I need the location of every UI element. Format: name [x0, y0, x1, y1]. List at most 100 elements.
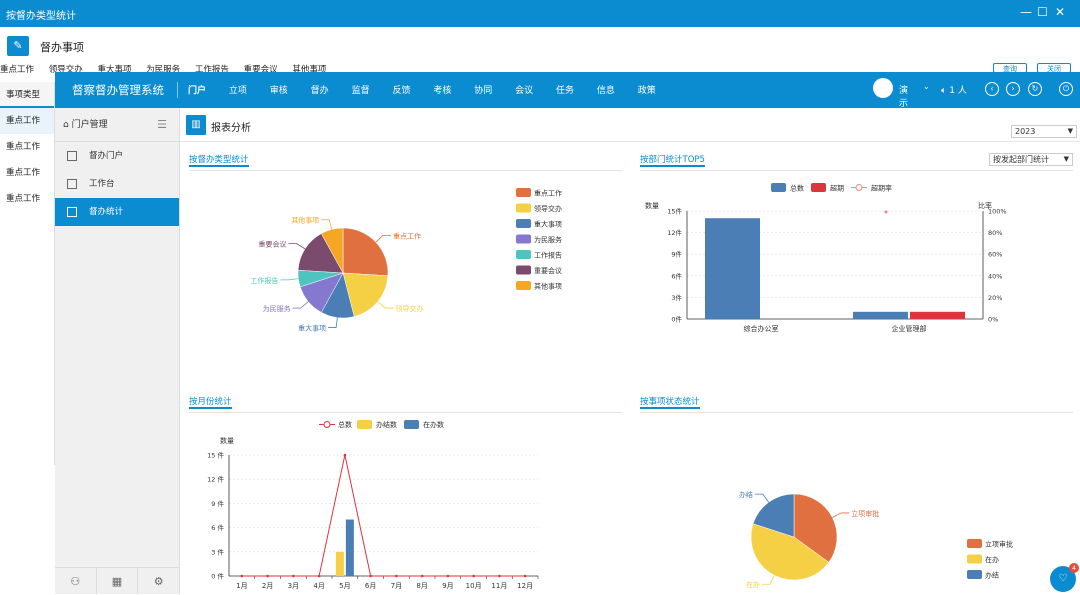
sidebar-item-portal[interactable]: 督办门户 [55, 142, 179, 170]
section-title-status: 按事项状态统计 [640, 397, 700, 409]
refresh-icon[interactable]: ↻ [1028, 82, 1042, 96]
section-title-type: 按督办类型统计 [189, 155, 249, 167]
tab-0[interactable]: 重点工作 [0, 65, 35, 73]
pie-label: 其他事项 [291, 216, 319, 225]
list-item[interactable]: 重点工作 [6, 142, 41, 152]
dropdown-arrow-icon: ▼ [1067, 127, 1073, 135]
x-tick-label: 11月 [491, 582, 507, 590]
x-tick-label: 综合办公室 [744, 324, 779, 333]
nav-item[interactable]: 督办 [310, 86, 329, 96]
pie-leader-line [328, 317, 338, 328]
y-tick-label: 3 件 [211, 547, 224, 556]
user-icon[interactable]: ⚇ [55, 568, 97, 594]
x-tick-label: 6月 [365, 582, 376, 590]
nav-item[interactable]: 考核 [433, 86, 452, 96]
tab-2[interactable]: 重大事项 [97, 65, 132, 73]
line-point [317, 574, 321, 578]
legend-marker [323, 421, 331, 428]
bar-chart-icon: ▥ [186, 115, 206, 135]
tab-1[interactable]: 领导交办 [48, 65, 83, 73]
divider [180, 141, 1080, 142]
legend-label: 为民服务 [534, 235, 562, 244]
y-tick-label: 12 件 [207, 475, 224, 484]
back-icon[interactable]: ‹ [985, 82, 999, 96]
legend-label: 超期率 [871, 184, 892, 193]
left-type-list: 事项类型 重点工作 重点工作 重点工作 重点工作 [0, 82, 55, 465]
nav-item[interactable]: 协同 [474, 86, 493, 96]
nav-item[interactable]: 审核 [269, 86, 288, 96]
close-icon[interactable]: ✕ [1055, 5, 1066, 19]
section-underline [640, 170, 1073, 171]
tab-3[interactable]: 为民服务 [146, 65, 181, 73]
nav-item[interactable]: 任务 [556, 86, 575, 96]
legend-swatch [967, 570, 982, 579]
nav-item[interactable]: 会议 [515, 86, 534, 96]
list-header[interactable]: 事项类型 [0, 82, 54, 108]
pie-slice [752, 493, 795, 538]
nav-item[interactable]: 反馈 [392, 86, 411, 96]
sidebar-item-stats[interactable]: 督办统计 [55, 198, 179, 226]
gear-icon[interactable]: ⚙ [138, 568, 181, 594]
legend-swatch [357, 420, 372, 429]
dept-filter-select[interactable]: 按发起部门统计 ▼ [989, 153, 1073, 166]
forward-icon[interactable]: › [1006, 82, 1020, 96]
legend-label: 超期 [830, 184, 844, 193]
line-point [884, 210, 888, 214]
chevron-down-icon: ⌄ [923, 82, 930, 91]
section-title-monthly: 按月份统计 [189, 397, 232, 409]
section-title-dept: 按部门统计TOP5 [640, 155, 705, 167]
sidebar-header: ⌂ 门户管理 ☰ [55, 108, 179, 142]
top-navbar: 督察督办管理系统 门户 立项 审核 督办 监督 反馈 考核 协同 会议 任务 信… [55, 72, 1080, 109]
bar [705, 218, 760, 319]
x-tick-label: 12月 [517, 582, 533, 590]
tab-5[interactable]: 重要会议 [243, 65, 278, 73]
notification-button[interactable]: ♡ 4 [1050, 563, 1079, 592]
pie-leader-line [292, 301, 309, 309]
menu-toggle-icon[interactable]: ☰ [157, 118, 167, 131]
y-tick-label-right: 80% [988, 229, 1002, 237]
tab-4[interactable]: 工作报告 [194, 65, 229, 73]
legend-label: 重点工作 [534, 189, 562, 198]
app-brand: 督察督办管理系统 [72, 83, 164, 97]
pie-label: 重要会议 [259, 240, 287, 249]
line-point [446, 574, 450, 578]
list-item[interactable]: 重点工作 [6, 168, 41, 178]
maximize-icon[interactable]: ☐ [1037, 5, 1048, 19]
y-tick-label: 6 件 [211, 523, 224, 532]
pie-label: 工作报告 [250, 276, 278, 285]
pie-leader-line [375, 234, 392, 243]
bar [910, 311, 965, 319]
sidebar-item-workbench[interactable]: 工作台 [55, 170, 179, 198]
x-tick-label: 7月 [391, 582, 402, 590]
x-tick-label: 3月 [288, 582, 299, 590]
online-count[interactable]: 🔈︎ 1 人 [941, 83, 967, 96]
list-item[interactable]: 重点工作 [0, 108, 54, 134]
legend-swatch [811, 183, 826, 192]
y-tick-label: 12件 [667, 228, 682, 237]
nav-item[interactable]: 信息 [596, 86, 615, 96]
y-tick-label: 3件 [671, 293, 682, 302]
window-titlebar: 按督办类型统计 — ☐ ✕ [0, 0, 1080, 27]
list-item[interactable]: 重点工作 [6, 194, 41, 204]
minimize-icon[interactable]: — [1020, 5, 1032, 19]
nav-item[interactable]: 立项 [228, 86, 247, 96]
line-point [395, 574, 398, 578]
tab-6[interactable]: 其他事项 [292, 65, 327, 73]
year-select[interactable]: 2023 ▼ [1011, 125, 1077, 138]
power-icon[interactable]: ⏻ [1059, 82, 1073, 96]
nav-item[interactable]: 监督 [351, 86, 370, 96]
dropdown-arrow-icon: ▼ [1063, 155, 1069, 163]
background-tab-row: 重点工作 领导交办 重大事项 为民服务 工作报告 重要会议 其他事项 [0, 63, 330, 73]
legend-swatch [771, 183, 786, 192]
nav-item[interactable]: 政策 [637, 86, 656, 96]
x-tick-label: 8月 [416, 582, 427, 590]
pie-label: 为民服务 [263, 304, 291, 313]
legend-swatch [404, 420, 419, 429]
apps-icon[interactable]: ▦ [97, 568, 139, 594]
type-pie-chart: 重点工作领导交办重大事项为民服务工作报告重要会议其他事项重点工作领导交办重大事项… [250, 188, 562, 333]
nav-item-portal[interactable]: 门户 [188, 86, 207, 96]
line-point [523, 574, 527, 578]
